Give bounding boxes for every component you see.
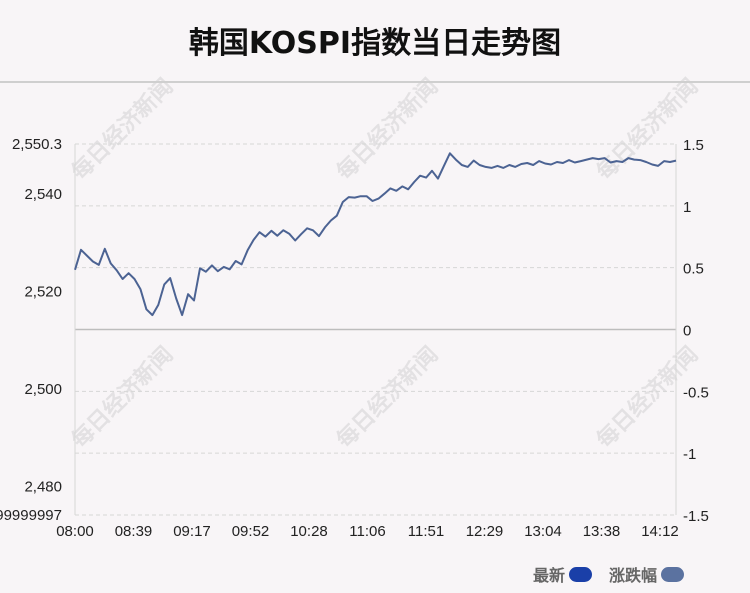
right-tick-label: -1.5 <box>683 508 709 525</box>
legend-label-change: 涨跌幅 <box>609 566 658 585</box>
x-tick-label: 13:04 <box>524 523 562 540</box>
x-tick-label: 11:51 <box>408 523 444 540</box>
x-tick-label: 11:06 <box>349 523 385 540</box>
right-tick-label: 1 <box>683 199 691 216</box>
x-tick-label: 08:39 <box>115 523 153 540</box>
chart-title: 韩国KOSPI指数当日走势图 <box>188 26 562 61</box>
x-tick-label: 14:12 <box>641 523 679 540</box>
x-tick-label: 08:00 <box>56 523 94 540</box>
right-tick-label: 1.5 <box>683 137 704 154</box>
x-tick-label: 09:17 <box>173 523 211 540</box>
left-tick-label: 2,520 <box>24 284 62 301</box>
left-tick-label: 2,500 <box>24 381 62 398</box>
legend-swatch-latest <box>569 566 593 582</box>
legend-label-latest: 最新 <box>533 566 566 585</box>
right-tick-label: 0 <box>683 323 691 340</box>
x-tick-label: 10:28 <box>290 523 328 540</box>
legend-item-change[interactable]: 涨跌幅 <box>609 562 685 586</box>
title-divider <box>0 81 750 83</box>
x-tick-label: 09:52 <box>232 523 270 540</box>
left-tick-label: 2,480 <box>24 479 62 496</box>
left-tick-label: 2474.1999999997 <box>0 507 62 524</box>
legend-item-latest[interactable]: 最新 <box>533 562 593 586</box>
x-tick-label: 13:38 <box>583 523 621 540</box>
right-tick-label: 0.5 <box>683 261 704 278</box>
left-tick-label: 2,550.3 <box>12 136 62 153</box>
left-tick-label: 2,540 <box>24 186 62 203</box>
legend-swatch-change <box>661 566 685 582</box>
right-tick-label: -0.5 <box>683 384 709 401</box>
x-tick-label: 12:29 <box>466 523 504 540</box>
right-tick-label: -1 <box>683 446 696 463</box>
kospi-series-line <box>74 152 677 317</box>
